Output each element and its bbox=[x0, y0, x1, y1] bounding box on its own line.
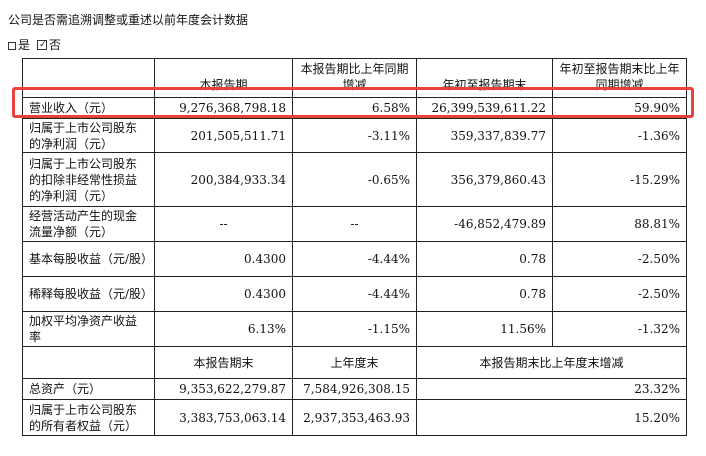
no-checkbox-checked[interactable] bbox=[36, 40, 48, 50]
header-last-year-end: 上年度末 bbox=[292, 346, 417, 379]
cell-value: -2.50% bbox=[552, 241, 687, 277]
cell-value: 9,276,368,798.18 bbox=[154, 97, 293, 119]
cell-value: 15.20% bbox=[416, 399, 687, 436]
row-label: 总资产（元） bbox=[22, 378, 155, 400]
table-row: 归属于上市公司股东的扣除非经常性损益的净利润（元） 200,384,933.34… bbox=[22, 152, 687, 207]
table-row: 经营活动产生的现金流量净额（元） -- -- -46,852,479.89 88… bbox=[22, 206, 687, 242]
yes-label: 是 bbox=[18, 38, 31, 52]
cell-value: 0.78 bbox=[416, 276, 553, 312]
cell-value: -1.32% bbox=[552, 311, 687, 347]
cell-value: -2.50% bbox=[552, 276, 687, 312]
cell-value: 6.58% bbox=[292, 97, 417, 119]
cell-value: -1.15% bbox=[292, 311, 417, 347]
table-row: 归属于上市公司股东的所有者权益（元） 3,383,753,063.14 2,93… bbox=[22, 399, 687, 436]
table-row: 加权平均净资产收益率 6.13% -1.15% 11.56% -1.32% bbox=[22, 311, 687, 347]
header-blank bbox=[22, 58, 155, 98]
table1-header-row: 本报告期 本报告期比上年同期增减 年初至报告期末 年初至报告期末比上年同期增减 bbox=[22, 58, 687, 98]
row-label: 归属于上市公司股东的扣除非经常性损益的净利润（元） bbox=[22, 152, 155, 207]
cell-value: -1.36% bbox=[552, 118, 687, 153]
cell-value: 356,379,860.43 bbox=[416, 152, 553, 207]
row-label: 基本每股收益（元/股） bbox=[22, 241, 155, 277]
cell-value: 0.4300 bbox=[154, 276, 293, 312]
cell-value: 9,353,622,279.87 bbox=[154, 378, 293, 400]
cell-value: -15.29% bbox=[552, 152, 687, 207]
cell-value: 0.78 bbox=[416, 241, 553, 277]
cell-value: 201,505,511.71 bbox=[154, 118, 293, 153]
header-current-period: 本报告期 bbox=[154, 58, 293, 98]
header-period-end: 本报告期末 bbox=[154, 346, 293, 379]
cell-value: -4.44% bbox=[292, 276, 417, 312]
restatement-choice: 是 否 bbox=[8, 37, 61, 53]
intro-text: 公司是否需追溯调整或重述以前年度会计数据 bbox=[8, 13, 249, 27]
row-label: 经营活动产生的现金流量净额（元） bbox=[22, 206, 155, 242]
cell-value: 11.56% bbox=[416, 311, 553, 347]
no-label: 否 bbox=[48, 38, 61, 52]
table2-header-row: 本报告期末 上年度末 本报告期末比上年度末增减 bbox=[22, 346, 687, 379]
header-period-end-change: 本报告期末比上年度末增减 bbox=[416, 346, 687, 379]
header-ytd: 年初至报告期末 bbox=[416, 58, 553, 98]
cell-value: 3,383,753,063.14 bbox=[154, 399, 293, 436]
header-blank bbox=[22, 346, 155, 379]
cell-value: 59.90% bbox=[552, 97, 687, 119]
cell-value: 7,584,926,308.15 bbox=[292, 378, 417, 400]
cell-value: -46,852,479.89 bbox=[416, 206, 553, 242]
header-ytd-yoy: 年初至报告期末比上年同期增减 bbox=[552, 58, 687, 98]
cell-value: 0.4300 bbox=[154, 241, 293, 277]
cell-value: 6.13% bbox=[154, 311, 293, 347]
row-label: 归属于上市公司股东的所有者权益（元） bbox=[22, 399, 155, 436]
table-row: 总资产（元） 9,353,622,279.87 7,584,926,308.15… bbox=[22, 378, 687, 400]
table-row: 归属于上市公司股东的净利润（元） 201,505,511.71 -3.11% 3… bbox=[22, 118, 687, 153]
table-row: 营业收入（元） 9,276,368,798.18 6.58% 26,399,53… bbox=[22, 97, 687, 119]
table-row: 基本每股收益（元/股） 0.4300 -4.44% 0.78 -2.50% bbox=[22, 241, 687, 277]
row-label: 归属于上市公司股东的净利润（元） bbox=[22, 118, 155, 153]
cell-value: 200,384,933.34 bbox=[154, 152, 293, 207]
cell-value: -0.65% bbox=[292, 152, 417, 207]
financial-table: 本报告期 本报告期比上年同期增减 年初至报告期末 年初至报告期末比上年同期增减 … bbox=[22, 58, 687, 436]
cell-value: -- bbox=[154, 206, 293, 242]
table-row: 稀释每股收益（元/股） 0.4300 -4.44% 0.78 -2.50% bbox=[22, 276, 687, 312]
row-label: 加权平均净资产收益率 bbox=[22, 311, 155, 347]
cell-value: 359,337,839.77 bbox=[416, 118, 553, 153]
yes-checkbox[interactable] bbox=[8, 42, 16, 50]
cell-value: 26,399,539,611.22 bbox=[416, 97, 553, 119]
cell-value: 2,937,353,463.93 bbox=[292, 399, 417, 436]
cell-value: 23.32% bbox=[416, 378, 687, 400]
cell-value: -- bbox=[292, 206, 417, 242]
row-label: 稀释每股收益（元/股） bbox=[22, 276, 155, 312]
cell-value: -4.44% bbox=[292, 241, 417, 277]
row-label: 营业收入（元） bbox=[22, 97, 155, 119]
cell-value: 88.81% bbox=[552, 206, 687, 242]
cell-value: -3.11% bbox=[292, 118, 417, 153]
header-current-yoy: 本报告期比上年同期增减 bbox=[292, 58, 417, 98]
